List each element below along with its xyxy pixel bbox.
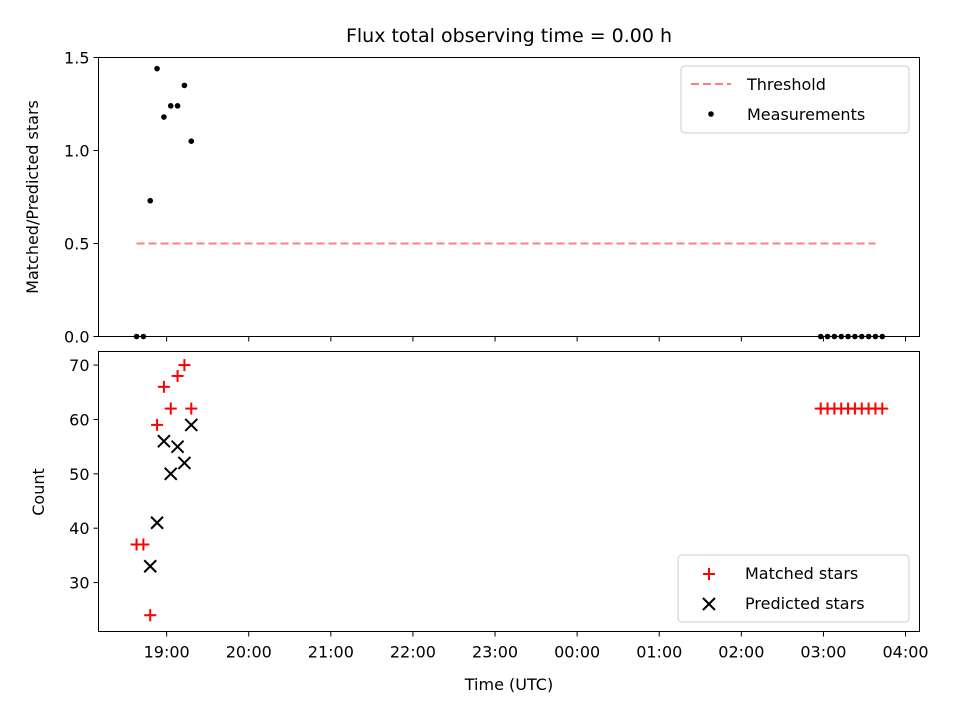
measurement-point: [188, 138, 195, 144]
x-tick-label: 00:00: [554, 643, 600, 662]
bottom-axes-frame: [98, 351, 920, 632]
matched-star-point: [876, 402, 889, 415]
measurement-point: [167, 103, 174, 109]
matched-star-point: [178, 359, 191, 372]
predicted-star-point: [170, 439, 185, 454]
x-tick-label: 02:00: [718, 643, 764, 662]
x-tick-label: 04:00: [882, 643, 928, 662]
measurement-point: [147, 197, 154, 204]
matched-star-point: [144, 609, 157, 622]
top-legend: Threshold Measurements: [680, 65, 910, 134]
x-b: [184, 418, 198, 432]
measurement-point: [161, 114, 167, 120]
predicted-stars-legend-marker: [702, 597, 716, 611]
top-y-axis-label: Matched/Predicted stars: [23, 100, 42, 294]
matched-star-point: [137, 538, 150, 551]
y-tick-label: 50: [69, 465, 89, 484]
bottom-y-axis-label: Count: [29, 468, 48, 516]
x-b: [177, 456, 192, 470]
predicted-star-point: [164, 467, 178, 481]
matched-star-point: [157, 380, 170, 393]
chart-title: Flux total observing time = 0.00 h: [346, 25, 672, 47]
y-tick-label: 1.5: [64, 49, 89, 68]
measurement-point: [174, 103, 181, 109]
bottom-legend: Matched stars Predicted stars: [677, 554, 910, 623]
threshold-legend-label: Threshold: [746, 75, 826, 94]
bottom-panel: Count Time (UTC) 30 40 50 60 70 19:00 20:00 21:…: [29, 351, 929, 694]
predicted-star-point: [143, 559, 157, 573]
x-tick-label: 01:00: [636, 643, 682, 662]
predicted-stars-legend-label: Predicted stars: [745, 594, 865, 613]
x-tick-label: 19:00: [144, 643, 190, 662]
x-b: [157, 434, 171, 448]
x-b: [170, 439, 185, 454]
x-axis-label: Time (UTC): [464, 675, 553, 694]
x-b: [143, 559, 157, 573]
bottom-legend-box: [677, 554, 910, 623]
predicted-star-point: [157, 434, 171, 448]
x-b: [164, 467, 178, 481]
top-plot-area: 0.0 0.5 1.0 1.5: [64, 49, 907, 347]
matched-star-point: [151, 418, 164, 431]
y-tick-label: 1.0: [64, 142, 89, 161]
measurements-legend-label: Measurements: [747, 105, 865, 124]
y-tick-label: 0.5: [64, 235, 89, 254]
x-tick-label: 20:00: [226, 643, 272, 662]
x-b: [150, 516, 164, 530]
matched-stars-legend-label: Matched stars: [745, 564, 858, 583]
measurement-point: [181, 82, 188, 89]
matched-stars-legend-marker: [703, 568, 715, 580]
x-tick-label: 22:00: [390, 643, 436, 662]
x-tick-label: 21:00: [308, 643, 354, 662]
top-legend-box: [680, 65, 910, 134]
y-tick-label: 0.0: [64, 328, 89, 347]
top-axes-frame: [98, 57, 920, 337]
top-panel: Flux total observing time = 0.00 h Match…: [23, 25, 920, 347]
predicted-star-point: [184, 418, 198, 432]
predicted-star-point: [177, 456, 192, 470]
measurement-point: [154, 65, 160, 72]
matched-star-point: [185, 402, 198, 415]
measurements-legend-marker: [708, 111, 714, 117]
y-tick-label: 40: [69, 519, 89, 538]
y-tick-label: 60: [69, 410, 89, 429]
x-tick-label: 23:00: [472, 643, 518, 662]
y-tick-label: 70: [69, 356, 89, 375]
x-tick-label: 03:00: [800, 643, 846, 662]
predicted-star-point: [150, 516, 164, 530]
matched-star-point: [171, 369, 184, 382]
y-tick-label: 30: [69, 574, 89, 593]
matched-star-point: [164, 402, 177, 415]
bottom-plot-area: 30 40 50 60 70 19:00 20:00 21:00 22:00 23:00 00:00…: [69, 356, 928, 661]
